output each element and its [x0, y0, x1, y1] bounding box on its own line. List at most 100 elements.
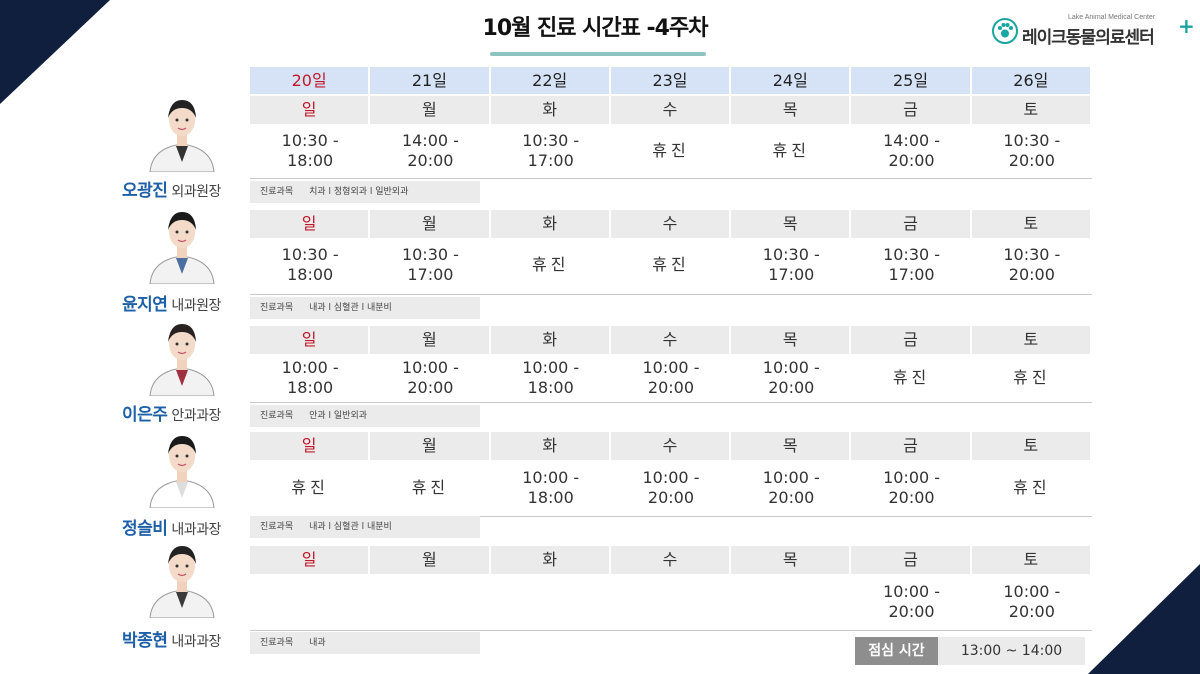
weekday-cell: 금	[851, 326, 972, 354]
doctor-photo	[142, 538, 222, 619]
page-title: 10월 진료 시간표 -4주차	[482, 16, 709, 41]
hours-row: 10:30 - 18:00 10:30 - 17:00 휴진 휴진 10:30 - 17…	[250, 240, 1092, 290]
hours-cell: 휴진	[1013, 478, 1051, 497]
hours-cell: 10:30 - 20:00	[1003, 131, 1061, 170]
weekday-cell: 금	[851, 546, 972, 574]
date-cell: 21일	[370, 67, 491, 94]
weekday-cell: 수	[610, 546, 732, 574]
hours-cell: 10:00 - 20:00	[401, 358, 459, 397]
date-cell: 26일	[971, 67, 1092, 94]
doctor-name-text: 이은주	[122, 405, 168, 425]
hours-cell: 휴진	[772, 141, 810, 160]
weekday-cell: 수	[610, 326, 732, 354]
hours-cell: 10:30 - 17:00	[883, 245, 941, 284]
department-list: 내과 l 심혈관 l 내분비	[309, 303, 392, 313]
weekday-cell: 금	[851, 96, 972, 124]
hours-cell: 10:00 - 20:00	[642, 358, 700, 397]
hours-row: 10:30 - 18:00 14:00 - 20:00 10:30 - 17:00 휴…	[250, 126, 1092, 176]
title-underline	[490, 52, 706, 56]
hours-row: 10:00 - 18:00 10:00 - 20:00 10:00 - 18:00 1…	[250, 356, 1092, 400]
hours-cell: 10:30 - 17:00	[522, 131, 580, 170]
department-list: 치과 l 정형외과 l 일반외과	[309, 187, 409, 197]
department-box: 진료과목 내과	[250, 632, 480, 654]
logo-subtitle: Lake Animal Medical Center	[1068, 14, 1156, 21]
hours-cell: 10:00 - 20:00	[762, 468, 820, 507]
doctor-name: 윤지연 내과원장	[122, 290, 221, 315]
department-label: 진료과목	[260, 638, 294, 648]
weekday-cell: 일	[250, 546, 371, 574]
weekday-cell: 월	[370, 546, 491, 574]
clinic-logo: Lake Animal Medical Center 레이크동물의료센터 +	[992, 14, 1195, 48]
doctor-title: 내과원장	[171, 298, 221, 314]
row-divider	[250, 516, 1092, 517]
hours-cell: 10:30 - 18:00	[281, 245, 339, 284]
logo-name: 레이크동물의료센터	[1022, 28, 1155, 48]
hours-cell: 10:30 - 17:00	[401, 245, 459, 284]
date-cell: 25일	[851, 67, 972, 94]
department-box: 진료과목 치과 l 정형외과 l 일반외과	[250, 181, 480, 203]
department-list: 내과	[309, 638, 326, 648]
hours-cell	[491, 576, 611, 628]
hours-cell: 10:00 - 20:00	[642, 468, 700, 507]
hours-row: 휴진 휴진 10:00 - 18:00 10:00 - 20:00 10:00 - 20…	[250, 462, 1092, 514]
hours-cell: 10:00 - 20:00	[883, 582, 941, 621]
doctor-title: 안과과장	[171, 408, 221, 424]
hours-cell: 휴진	[652, 141, 690, 160]
doctor-photo	[142, 316, 222, 397]
date-header-row: 20일 21일 22일 23일 24일 25일 26일	[250, 67, 1092, 94]
row-divider	[250, 294, 1092, 295]
weekday-cell: 수	[610, 96, 732, 124]
department-label: 진료과목	[260, 522, 294, 532]
weekday-cell: 일	[250, 326, 371, 354]
doctor-name: 이은주 안과과장	[122, 400, 221, 425]
weekday-cell: 월	[370, 326, 491, 354]
date-cell: 22일	[490, 67, 611, 94]
doctor-name-text: 박종현	[122, 631, 168, 651]
doctor-name: 오광진 외과원장	[122, 176, 221, 201]
corner-decoration-top-left	[0, 0, 110, 104]
lunch-label: 점심 시간	[855, 637, 938, 665]
hours-cell: 휴진	[652, 255, 690, 274]
doctor-name-text: 정슬비	[122, 519, 168, 539]
weekday-cell: 월	[370, 96, 491, 124]
weekday-cell: 목	[731, 326, 852, 354]
title-area: 10월 진료 시간표 -4주차	[470, 10, 720, 56]
hours-cell: 14:00 - 20:00	[883, 131, 941, 170]
doctor-photo	[142, 428, 222, 509]
date-cell: 20일	[250, 67, 371, 94]
weekday-cell: 수	[610, 210, 732, 238]
weekday-cell: 토	[971, 96, 1092, 124]
doctor-name: 박종현 내과과장	[122, 626, 221, 651]
weekday-cell: 토	[971, 210, 1092, 238]
weekday-cell: 금	[851, 432, 972, 460]
weekday-cell: 화	[490, 546, 611, 574]
hours-cell: 10:00 - 18:00	[522, 358, 580, 397]
hours-row: 10:00 - 20:00 10:00 - 20:00	[250, 576, 1092, 628]
paw-logo-icon	[992, 18, 1018, 44]
weekday-cell: 월	[370, 432, 491, 460]
doctor-name-text: 윤지연	[122, 295, 168, 315]
doctor-title: 내과과장	[171, 522, 221, 538]
hours-cell: 10:00 - 20:00	[883, 468, 941, 507]
weekday-cell: 월	[370, 210, 491, 238]
hours-cell	[611, 576, 731, 628]
lunch-time: 13:00 ~ 14:00	[938, 637, 1085, 665]
weekday-cell: 일	[250, 432, 371, 460]
weekday-cell: 토	[971, 546, 1092, 574]
doctor-title: 내과과장	[171, 634, 221, 650]
plus-icon: +	[1178, 14, 1195, 38]
hours-cell: 10:00 - 20:00	[1003, 582, 1061, 621]
department-list: 안과 l 일반외과	[309, 411, 368, 421]
doctor-name: 정슬비 내과과장	[122, 514, 221, 539]
department-box: 진료과목 내과 l 심혈관 l 내분비	[250, 516, 480, 538]
department-label: 진료과목	[260, 187, 294, 197]
hours-cell: 10:30 - 20:00	[1003, 245, 1061, 284]
doctor-title: 외과원장	[171, 184, 221, 200]
date-cell: 23일	[610, 67, 732, 94]
hours-cell: 휴진	[531, 255, 570, 274]
weekday-cell: 화	[490, 210, 611, 238]
